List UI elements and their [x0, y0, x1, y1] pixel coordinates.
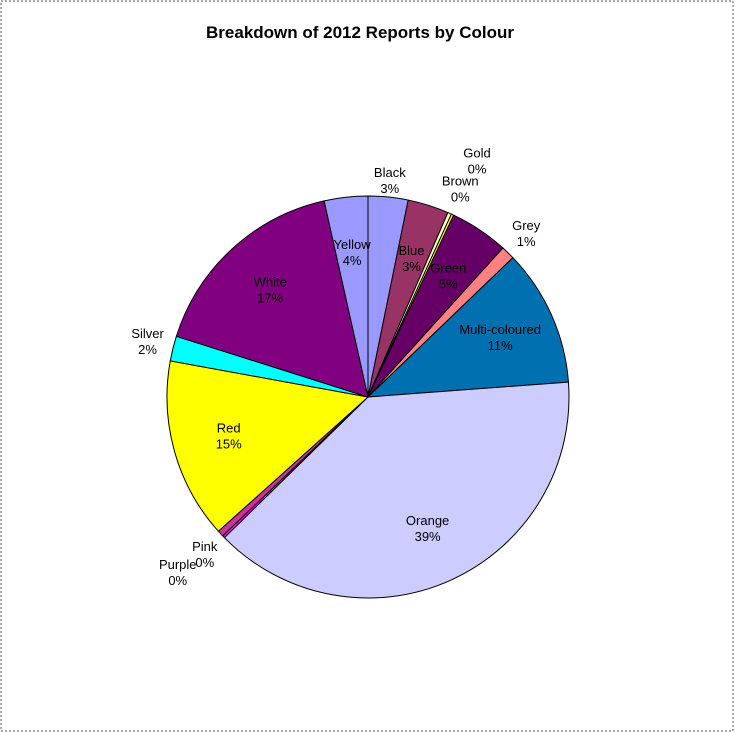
slice-name: Multi-coloured: [459, 322, 541, 337]
slice-name: Green: [430, 261, 466, 276]
slice-label: Brown 0%: [442, 173, 479, 204]
slice-name: Brown: [442, 173, 479, 188]
slice-label: Silver 2%: [131, 326, 164, 357]
slice-name: Pink: [192, 539, 218, 554]
slice-label: Blue 3%: [398, 243, 424, 274]
slice-name: Yellow: [334, 237, 372, 252]
slice-value: 3%: [380, 181, 399, 196]
pie-slice: [175, 200, 369, 398]
slice-name: Blue: [398, 243, 424, 258]
slice-label: Black 3%: [374, 165, 406, 196]
slice-name: Silver: [131, 326, 164, 341]
pie-slice: [166, 360, 370, 532]
slice-value: 0%: [468, 162, 487, 177]
slice-label: White 17%: [254, 274, 287, 305]
pie-slice: [323, 195, 369, 398]
slice-value: 2%: [138, 342, 157, 357]
slice-value: 0%: [168, 573, 187, 588]
slice-name: Gold: [463, 146, 490, 161]
slice-name: Orange: [406, 513, 449, 528]
slice-label: Yellow 4%: [334, 237, 372, 268]
slice-value: 15%: [216, 436, 242, 451]
slice-value: 3%: [402, 259, 421, 274]
slice-value: 1%: [517, 234, 536, 249]
slice-value: 11%: [488, 338, 513, 353]
pie-slice: [223, 381, 570, 599]
chart-title: Breakdown of 2012 Reports by Colour: [206, 23, 514, 42]
slice-label: Pink 0%: [192, 539, 218, 570]
slice-label: Gold 0%: [463, 146, 490, 177]
slice-label: Red 15%: [216, 420, 242, 451]
slice-value: 5%: [439, 277, 458, 292]
slice-label: Purple 0%: [159, 557, 197, 588]
slice-name: Black: [374, 165, 406, 180]
slice-label: Orange 39%: [406, 513, 449, 544]
slice-value: 0%: [195, 555, 214, 570]
slice-label: Multi-coloured 11%: [459, 322, 541, 353]
slice-value: 0%: [451, 189, 470, 204]
pie-slice: [366, 256, 569, 398]
slice-value: 39%: [415, 529, 441, 544]
slice-name: Grey: [512, 218, 541, 233]
slice-name: Red: [217, 420, 241, 435]
slice-value: 17%: [257, 290, 283, 305]
slice-label: Green 5%: [430, 261, 466, 292]
slice-value: 4%: [343, 253, 362, 268]
slice-name: Purple: [159, 557, 197, 572]
slice-label: Grey 1%: [512, 218, 541, 249]
slice-name: White: [254, 274, 287, 289]
